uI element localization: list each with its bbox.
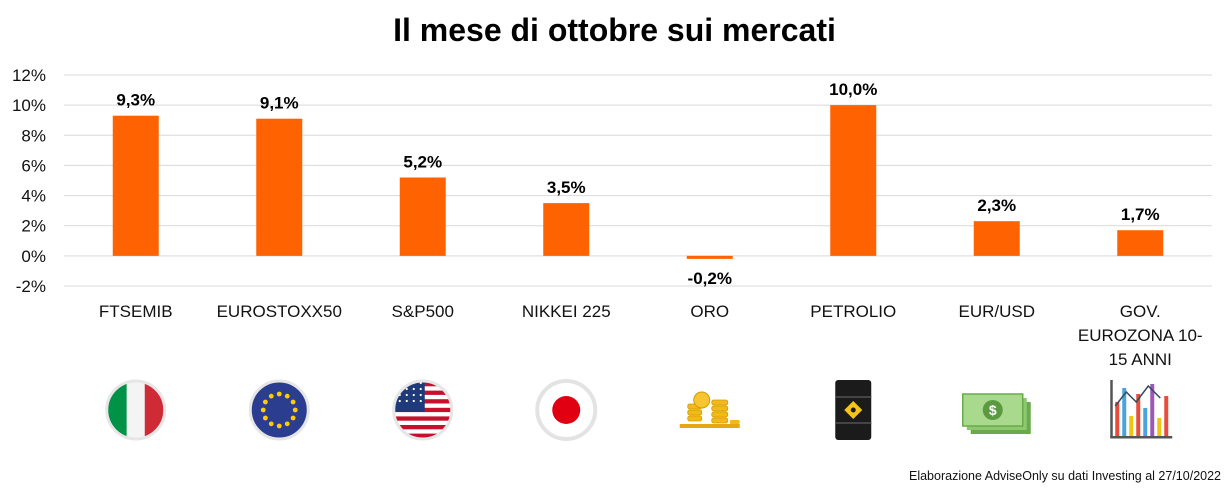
y-tick-label: -2% bbox=[16, 277, 46, 296]
category-label: FTSEMIB bbox=[99, 302, 173, 321]
category-icons: $ bbox=[105, 379, 1173, 441]
category-label: GOV. EUROZONA 10-15 ANNI bbox=[1078, 302, 1203, 369]
y-tick-label: 12% bbox=[12, 66, 46, 85]
bar bbox=[1117, 230, 1164, 256]
bars bbox=[112, 105, 1164, 259]
data-label: 10,0% bbox=[829, 80, 877, 99]
source-note: Elaborazione AdviseOnly su dati Investin… bbox=[908, 469, 1221, 483]
category-label: PETROLIO bbox=[810, 302, 896, 321]
bar bbox=[973, 221, 1020, 256]
bar bbox=[686, 255, 733, 259]
usa-flag-icon bbox=[392, 379, 454, 441]
gold-coins-icon bbox=[679, 391, 740, 428]
data-label: 9,3% bbox=[116, 91, 155, 110]
bar bbox=[830, 105, 877, 256]
data-label: 9,1% bbox=[260, 94, 299, 113]
bar bbox=[399, 177, 446, 256]
category-label: S&P500 bbox=[392, 302, 454, 321]
y-tick-label: 10% bbox=[12, 96, 46, 115]
bar bbox=[112, 115, 159, 256]
bar bbox=[543, 203, 590, 256]
y-tick-label: 0% bbox=[21, 247, 46, 266]
oil-barrel-icon bbox=[835, 380, 872, 440]
data-label: 5,2% bbox=[403, 152, 442, 171]
italy-flag-icon bbox=[105, 379, 167, 441]
chart-title: Il mese di ottobre sui mercati bbox=[393, 12, 836, 48]
dollar-banknotes-icon: $ bbox=[962, 393, 1031, 434]
category-label: NIKKEI 225 bbox=[522, 302, 611, 321]
data-label: 2,3% bbox=[977, 196, 1016, 215]
data-label: -0,2% bbox=[688, 269, 732, 288]
y-tick-label: 2% bbox=[21, 217, 46, 236]
japan-flag-icon bbox=[535, 379, 598, 441]
bar-chart-icon bbox=[1110, 380, 1173, 439]
data-labels: 9,3% 9,1% 5,2% 3,5% -0,2% 10,0% 2,3% 1,7% bbox=[116, 80, 1159, 288]
eu-flag-icon bbox=[248, 379, 310, 441]
category-label: EUR/USD bbox=[958, 302, 1035, 321]
category-labels: FTSEMIB EUROSTOXX50 S&P500 NIKKEI 225 ORO PET… bbox=[99, 302, 1203, 369]
y-tick-label: 4% bbox=[21, 187, 46, 206]
y-axis-ticks: 12% 10% 8% 6% 4% 2% 0% -2% bbox=[12, 66, 46, 296]
data-label: 1,7% bbox=[1121, 205, 1160, 224]
bar bbox=[256, 118, 303, 256]
y-tick-label: 6% bbox=[21, 156, 46, 175]
gridlines bbox=[64, 74, 1212, 287]
category-label: ORO bbox=[690, 302, 729, 321]
category-label: EUROSTOXX50 bbox=[217, 302, 342, 321]
data-label: 3,5% bbox=[547, 178, 586, 197]
y-tick-label: 8% bbox=[21, 126, 46, 145]
svg-text:$: $ bbox=[989, 402, 997, 418]
